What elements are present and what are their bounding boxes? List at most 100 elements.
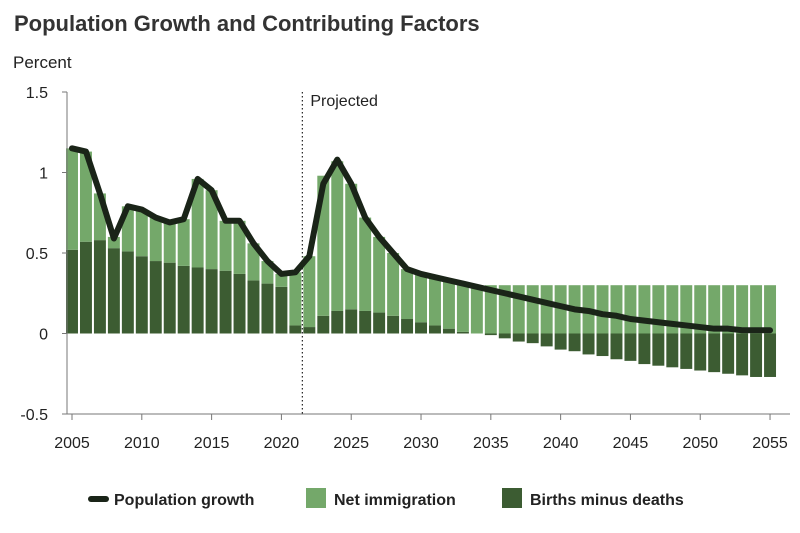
bar-net-immigration — [610, 285, 623, 334]
bar-net-immigration — [163, 222, 176, 263]
bar-births-minus-deaths — [540, 333, 553, 347]
x-tick-label: 2040 — [543, 435, 579, 452]
bar-births-minus-deaths — [610, 333, 623, 360]
bar-births-minus-deaths — [554, 333, 567, 350]
x-tick-label: 2015 — [194, 435, 230, 452]
bar-net-immigration — [401, 269, 414, 320]
bar-net-immigration — [652, 285, 665, 334]
bar-births-minus-deaths — [135, 256, 148, 334]
bar-net-immigration — [66, 148, 78, 250]
bar-net-immigration — [79, 151, 92, 242]
bar-net-immigration — [680, 285, 693, 334]
bar-net-immigration — [233, 220, 246, 274]
bar-net-immigration — [191, 178, 204, 268]
bar-net-immigration — [107, 236, 120, 249]
bar-net-immigration — [261, 261, 274, 284]
x-tick-label: 2010 — [124, 435, 160, 452]
bar-net-immigration — [331, 161, 344, 311]
x-tick-label: 2005 — [54, 435, 90, 452]
bar-births-minus-deaths — [638, 333, 651, 365]
bar-births-minus-deaths — [219, 270, 232, 334]
axes-layer: 1.5 1 0.5 0 -0.5 2005 2010 2015 2020 2025 2030 2035… — [20, 85, 790, 452]
x-tick-label: 2025 — [333, 435, 369, 452]
bar-net-immigration — [149, 217, 162, 262]
bar-births-minus-deaths — [345, 309, 358, 334]
line-population-growth — [69, 145, 774, 334]
x-tick-label: 2030 — [403, 435, 439, 452]
bar-births-minus-deaths — [93, 240, 106, 334]
bar-births-minus-deaths — [107, 248, 120, 334]
bar-births-minus-deaths — [247, 280, 260, 334]
y-tick-label: -0.5 — [20, 407, 48, 424]
bar-births-minus-deaths — [331, 310, 344, 334]
bar-births-minus-deaths — [568, 333, 581, 352]
bar-net-immigration — [736, 285, 749, 334]
bar-births-minus-deaths — [666, 333, 679, 368]
y-tick-label: 0.5 — [26, 246, 48, 263]
bar-births-minus-deaths — [624, 333, 637, 361]
bar-net-immigration — [512, 285, 525, 334]
bar-births-minus-deaths — [289, 325, 302, 334]
bar-births-minus-deaths — [750, 333, 763, 377]
bar-net-immigration — [624, 285, 637, 334]
bars-layer — [66, 148, 777, 377]
bar-net-immigration — [456, 283, 469, 332]
bar-net-immigration — [415, 273, 427, 323]
bar-births-minus-deaths — [694, 333, 707, 371]
bar-net-immigration — [177, 219, 190, 266]
bar-net-immigration — [289, 272, 302, 326]
x-tick-label: 2055 — [752, 435, 788, 452]
bar-net-immigration — [359, 217, 372, 311]
bar-net-immigration — [540, 285, 553, 334]
bar-net-immigration — [526, 285, 539, 334]
legend-swatch-births-minus-deaths — [502, 488, 522, 508]
x-tick-label: 2020 — [264, 435, 300, 452]
chart-title: Population Growth and Contributing Facto… — [14, 11, 480, 36]
bar-births-minus-deaths — [722, 333, 735, 374]
bar-births-minus-deaths — [79, 241, 92, 334]
bar-net-immigration — [429, 277, 441, 326]
bar-births-minus-deaths — [261, 283, 274, 334]
legend-label-net-immigration: Net immigration — [334, 492, 456, 509]
bar-net-immigration — [135, 209, 148, 257]
legend-swatch-net-immigration — [306, 488, 326, 508]
bar-births-minus-deaths — [764, 333, 777, 377]
y-tick-label: 1.5 — [26, 85, 48, 102]
bar-births-minus-deaths — [373, 312, 386, 334]
bar-births-minus-deaths — [121, 251, 134, 334]
bar-net-immigration — [93, 193, 106, 241]
bar-net-immigration — [750, 285, 763, 334]
bar-births-minus-deaths — [66, 249, 78, 334]
bar-births-minus-deaths — [205, 269, 218, 334]
line-layer — [69, 145, 774, 334]
bar-births-minus-deaths — [275, 286, 288, 334]
bar-net-immigration — [205, 190, 218, 270]
legend-label-births-minus-deaths: Births minus deaths — [530, 492, 684, 509]
bar-births-minus-deaths — [512, 333, 525, 342]
bar-births-minus-deaths — [429, 325, 441, 334]
bar-net-immigration — [638, 285, 651, 334]
bar-net-immigration — [442, 280, 455, 329]
bar-net-immigration — [764, 285, 777, 334]
bar-net-immigration — [317, 175, 330, 316]
y-tick-label: 1 — [39, 166, 48, 183]
bar-births-minus-deaths — [526, 333, 539, 344]
bar-births-minus-deaths — [736, 333, 749, 376]
bar-net-immigration — [498, 285, 511, 334]
bar-net-immigration — [666, 285, 679, 334]
bar-births-minus-deaths — [233, 273, 246, 334]
bar-births-minus-deaths — [177, 265, 190, 334]
bar-births-minus-deaths — [652, 333, 665, 366]
bar-net-immigration — [219, 220, 232, 271]
bar-births-minus-deaths — [680, 333, 693, 369]
projection-label: Projected — [310, 93, 378, 110]
bar-births-minus-deaths — [442, 328, 455, 334]
bar-net-immigration — [722, 285, 735, 334]
bar-births-minus-deaths — [596, 333, 609, 357]
x-tick-label: 2045 — [613, 435, 649, 452]
bar-births-minus-deaths — [359, 310, 372, 334]
bar-births-minus-deaths — [456, 331, 469, 334]
bar-births-minus-deaths — [191, 267, 204, 334]
bar-births-minus-deaths — [387, 315, 400, 334]
